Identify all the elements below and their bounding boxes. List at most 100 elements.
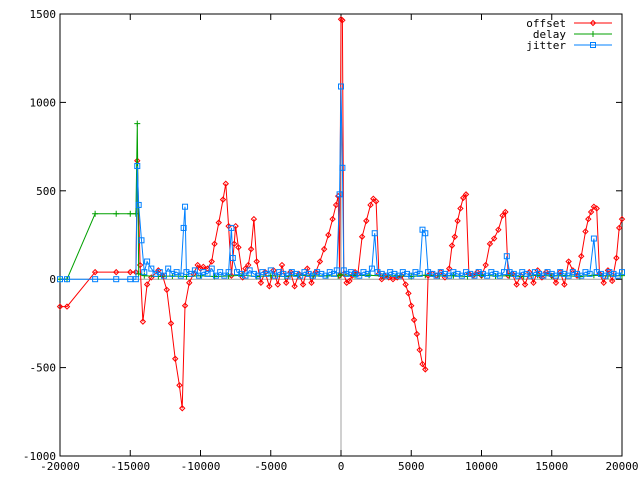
offset-point — [91, 268, 99, 276]
y-tick-label: 1000 — [30, 96, 57, 109]
jitter-point — [574, 270, 581, 277]
jitter-point — [225, 269, 232, 276]
jitter-point — [463, 269, 470, 276]
jitter-point — [132, 276, 139, 283]
jitter-point — [523, 270, 530, 277]
delay-point — [134, 120, 141, 127]
jitter-point — [180, 224, 187, 231]
jitter-point — [238, 270, 245, 277]
offset-point — [163, 286, 170, 294]
jitter-point — [519, 269, 526, 276]
jitter-point — [510, 270, 517, 277]
jitter-point — [127, 276, 134, 283]
offset-point — [413, 330, 421, 338]
jitter-point — [492, 270, 499, 277]
offset-point — [451, 233, 459, 240]
jitter-point — [593, 269, 600, 276]
jitter-point — [326, 269, 333, 276]
jitter-point — [374, 269, 381, 276]
offset-point — [615, 224, 623, 232]
offset-point — [445, 265, 453, 272]
offset-point — [490, 235, 498, 242]
jitter-point — [297, 272, 304, 279]
offset-point — [372, 198, 380, 205]
y-tick-label: -500 — [30, 362, 57, 375]
jitter-point — [454, 270, 461, 277]
jitter-point — [196, 272, 203, 279]
jitter-point — [378, 270, 385, 277]
offset-point — [186, 279, 193, 286]
jitter-point — [422, 230, 429, 237]
jitter-point — [141, 269, 148, 276]
jitter-point — [404, 270, 411, 277]
jitter-point — [271, 272, 278, 279]
offset-point — [593, 205, 600, 212]
jitter-point — [259, 269, 266, 276]
offset-point — [385, 274, 392, 281]
jitter-point — [408, 272, 415, 279]
x-tick-label: 5000 — [398, 460, 425, 473]
offset-point — [358, 233, 366, 240]
jitter-point — [527, 272, 534, 279]
jitter-point — [64, 276, 71, 283]
legend-marker-jitter — [590, 42, 596, 48]
offset-point — [176, 382, 183, 389]
offset-point — [215, 219, 222, 226]
offset-point — [600, 279, 607, 286]
y-tick-label: -1000 — [23, 450, 56, 463]
jitter-point — [496, 272, 503, 279]
offset-point — [578, 253, 585, 260]
jitter-point — [343, 270, 350, 277]
x-tick-label: 0 — [338, 460, 345, 473]
offset-point — [482, 261, 489, 269]
jitter-point — [92, 276, 99, 283]
jitter-point — [347, 269, 354, 276]
jitter-point — [276, 269, 283, 276]
offset-point — [460, 194, 467, 202]
jitter-point — [135, 201, 142, 208]
jitter-point — [314, 269, 321, 276]
jitter-point — [471, 272, 478, 279]
jitter-point — [288, 269, 295, 276]
delay-point — [141, 272, 148, 279]
jitter-point — [305, 270, 312, 277]
offset-point — [235, 244, 242, 251]
jitter-point — [217, 269, 224, 276]
jitter-point — [515, 272, 522, 279]
jitter-point — [338, 83, 344, 90]
offset-point — [486, 240, 494, 248]
jitter-point — [602, 272, 609, 279]
offset-point — [416, 346, 423, 354]
jitter-point — [614, 272, 621, 279]
legend-marker-offset — [589, 19, 597, 27]
y-axis-ticks: -1000 -500 0 500 1000 1500 — [23, 8, 622, 463]
offset-point — [585, 215, 592, 223]
jitter-point — [412, 269, 419, 276]
y-tick-label: 0 — [49, 273, 56, 286]
y-tick-label: 1500 — [30, 8, 57, 21]
jitter-point — [208, 265, 215, 272]
legend-marker-delay — [590, 31, 596, 37]
offset-point — [329, 215, 336, 223]
jitter-point — [336, 191, 343, 198]
offset-point — [56, 303, 64, 310]
offset-point — [582, 228, 589, 235]
jitter-point — [113, 276, 120, 283]
jitter-point — [169, 270, 176, 277]
offset-point — [208, 258, 215, 265]
offset-point — [339, 16, 346, 24]
jitter-point — [293, 270, 300, 277]
offset-point — [308, 279, 315, 286]
jitter-point — [57, 276, 63, 283]
jitter-point — [437, 269, 444, 276]
jitter-point — [578, 272, 585, 279]
x-tick-label: -20000 — [40, 460, 80, 473]
jitter-point — [352, 270, 359, 277]
jitter-point — [536, 270, 543, 277]
jitter-point — [228, 224, 235, 231]
offset-point — [405, 290, 412, 297]
offset-point — [257, 279, 265, 286]
y-tick-label: 500 — [36, 185, 56, 198]
jitter-point — [387, 269, 394, 276]
